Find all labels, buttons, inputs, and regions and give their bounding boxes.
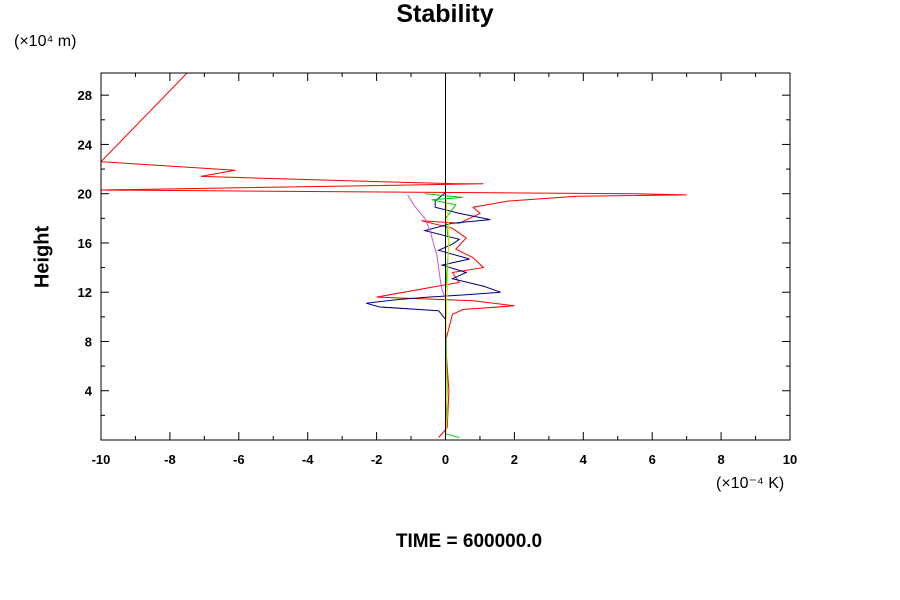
x-tick-label: 4 (580, 452, 588, 467)
series-line-2 (366, 192, 501, 438)
x-tick-label: -4 (302, 452, 314, 467)
x-tick-label: 10 (783, 452, 797, 467)
y-tick-label: 12 (78, 285, 92, 300)
y-tick-label: 16 (78, 236, 92, 251)
series-line-1 (99, 72, 687, 438)
x-tick-label: 0 (442, 452, 449, 467)
x-tick-label: 6 (649, 452, 656, 467)
x-tick-label: -10 (92, 452, 111, 467)
x-tick-label: -6 (233, 452, 245, 467)
series-layer (99, 72, 687, 438)
time-label: TIME = 600000.0 (395, 531, 543, 552)
chart-title: Stability (396, 0, 494, 28)
series-line-4 (424, 193, 463, 438)
x-tick-label: -8 (164, 452, 176, 467)
y-tick-label: 24 (78, 137, 93, 152)
series-line-5 (444, 193, 450, 438)
x-tick-label: 2 (511, 452, 518, 467)
y-tick-label: 20 (78, 187, 92, 202)
x-axis-unit-label: (×10⁻⁴ K) (716, 475, 785, 492)
y-axis-unit-label: (×10⁴ m) (14, 33, 77, 50)
y-tick-label: 28 (78, 88, 92, 103)
x-tick-label: -2 (371, 452, 383, 467)
y-tick-label: 8 (85, 334, 92, 349)
x-tick-label: 8 (717, 452, 724, 467)
y-tick-label: 4 (85, 384, 93, 399)
